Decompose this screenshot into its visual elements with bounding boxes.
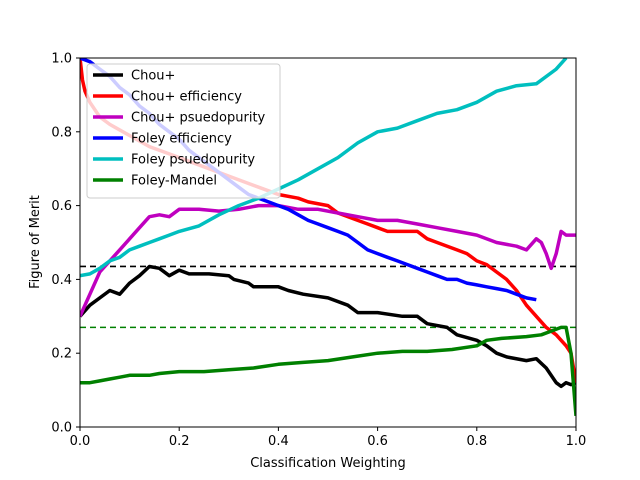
y-tick-label: 0.8 [51, 125, 72, 140]
x-tick-label: 0.2 [169, 434, 190, 449]
y-tick-label: 0.4 [51, 273, 72, 288]
y-tick-label: 0.6 [51, 199, 72, 214]
y-axis-label: Figure of Merit [28, 195, 43, 289]
x-axis: 0.0 0.2 0.4 0.6 0.8 1.0 [70, 427, 587, 449]
x-tick-label: 0.6 [367, 434, 388, 449]
plot-frame [79, 57, 577, 428]
x-axis-label: Classification Weighting [250, 456, 406, 471]
legend-label: Chou+ [131, 69, 175, 84]
y-tick-label: 0.0 [51, 421, 72, 436]
legend-label: Foley efficiency [131, 132, 232, 147]
legend: Chou+ Chou+ efficiency Chou+ psuedopurity F… [86, 63, 281, 199]
series-line-foley-mandel [80, 325, 576, 417]
x-tick-label: 1.0 [566, 434, 587, 449]
legend-label: Chou+ efficiency [131, 90, 242, 105]
x-tick-label: 0.0 [70, 434, 91, 449]
series-line-chou-psuedopurity [80, 203, 576, 318]
x-tick-label: 0.8 [466, 434, 487, 449]
legend-box [86, 63, 281, 199]
legend-label: Foley-Mandel [131, 174, 217, 189]
x-tick-label: 0.4 [268, 434, 289, 449]
legend-label: Foley psuedopurity [131, 153, 255, 168]
y-tick-label: 0.2 [51, 347, 72, 362]
y-axis: 0.0 0.2 0.4 0.6 0.8 1.0 [51, 52, 80, 436]
series-line-chou- [80, 264, 576, 389]
legend-label: Chou+ psuedopurity [131, 111, 266, 126]
y-tick-label: 1.0 [51, 52, 72, 67]
